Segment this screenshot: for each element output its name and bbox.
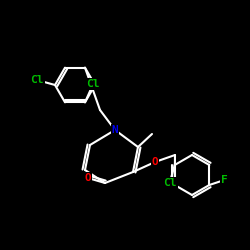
Text: Cl: Cl bbox=[30, 75, 44, 85]
Text: F: F bbox=[221, 175, 228, 185]
Text: O: O bbox=[152, 157, 158, 167]
Text: N: N bbox=[112, 125, 118, 135]
Text: O: O bbox=[84, 173, 91, 183]
Text: Cl: Cl bbox=[86, 79, 100, 89]
Text: Cl: Cl bbox=[163, 178, 176, 188]
